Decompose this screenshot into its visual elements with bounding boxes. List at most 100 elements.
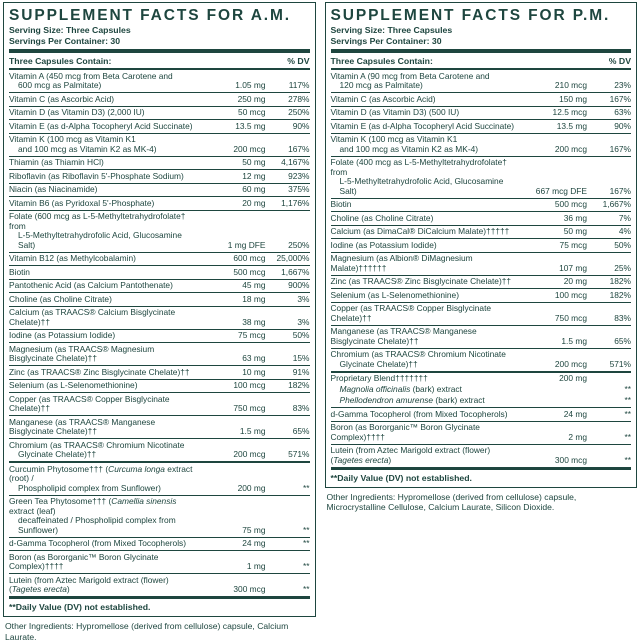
table-row: Choline (as Choline Citrate) 36 mg 7%: [330, 211, 631, 225]
table-row: Biotin 500 mcg 1,667%: [330, 197, 631, 212]
nutrient-dv: 250%: [288, 107, 310, 117]
nutrient-amount: 100 mcg: [233, 380, 266, 390]
table-row: d-Gamma Tocopherol (from Mixed Tocophero…: [9, 536, 310, 551]
nutrient-dv: **: [624, 384, 631, 394]
nutrient-name: Riboflavin (as Riboflavin 5'-Phosphate S…: [9, 170, 184, 181]
nutrient-name: Zinc (as TRAACS® Zinc Bisglycinate Chela…: [9, 366, 190, 377]
table-row: Vitamin D (as Vitamin D3) (500 IU) 12.5 m…: [330, 105, 631, 120]
nutrient-amount: 2 mg: [568, 431, 587, 442]
nutrient-amount: 107 mg: [559, 262, 587, 273]
nutrient-name: Pantothenic Acid (as Calcium Pantothenat…: [9, 280, 173, 290]
table-header-dv: % DV: [287, 55, 310, 66]
table-row: Lutein (from Aztec Marigold extract (flo…: [9, 573, 310, 596]
nutrient-amount: 1.5 mg: [239, 426, 266, 436]
panel-am: SUPPLEMENT FACTS FOR A.M. Serving Size: …: [3, 2, 316, 642]
nutrient-name: Manganese (as TRAACS® Manganese Bisglyci…: [330, 326, 477, 346]
dv-footnote-am: **Daily Value (DV) not established.: [9, 596, 310, 614]
divider-medium: [9, 67, 310, 70]
table-row: Vitamin A (90 mcg from Beta Carotene and…: [331, 70, 632, 92]
nutrient-amount: 10 mg: [242, 366, 266, 377]
nutrient-amount: 36 mg: [563, 212, 587, 223]
nutrient-name: Chromium (as TRAACS® Chromium Nicotinate…: [9, 439, 185, 459]
nutrient-dv: **: [302, 538, 310, 548]
nutrient-dv: 571%: [609, 358, 631, 369]
table-row: Magnolia officinalis (bark) extract **: [331, 384, 632, 396]
nutrient-amount: 200 mcg: [233, 143, 266, 154]
table-row: Pantothenic Acid (as Calcium Pantothenat…: [9, 278, 310, 293]
nutrient-dv: 278%: [288, 93, 310, 104]
nutrient-amount: 200 mg: [237, 482, 266, 493]
table-row: Biotin 500 mcg 1,667%: [9, 265, 310, 279]
nutrient-amount: 100 mcg: [554, 289, 587, 300]
nutrient-dv: 83%: [292, 403, 310, 413]
nutrient-amount: 63 mg: [242, 353, 266, 363]
table-row: Curcumin Phytosome††† (Curcuma longa ext…: [9, 461, 310, 495]
nutrient-name: Biotin: [9, 266, 30, 277]
table-header-label: Three Capsules Contain:: [330, 55, 433, 66]
panel-title-pm: SUPPLEMENT FACTS FOR P.M.: [330, 7, 611, 24]
table-row: Folate (400 mcg as L-5-Methyltetrahydrof…: [330, 155, 631, 198]
nutrient-amount: 1.05 mg: [235, 80, 266, 90]
nutrient-amount: 210 mcg: [554, 80, 587, 90]
nutrient-name: Vitamin C (as Ascorbic Acid): [330, 93, 436, 104]
supplement-facts-box-pm: SUPPLEMENT FACTS FOR P.M. Serving Size: …: [324, 2, 637, 488]
nutrient-dv: **: [624, 408, 631, 419]
table-row: Choline (as Choline Citrate) 18 mg 3%: [9, 292, 310, 306]
nutrient-amount: 13.5 mg: [556, 120, 587, 131]
table-row: Riboflavin (as Riboflavin 5'-Phosphate S…: [9, 169, 310, 183]
nutrient-name: Magnolia officinalis (bark) extract: [339, 384, 462, 394]
nutrient-dv: 167%: [609, 93, 631, 104]
table-row: Selenium (as L-Selenomethionine) 100 mcg 1…: [330, 288, 631, 302]
divider-thick: [330, 49, 631, 53]
table-row: Green Tea Phytosome††† (Camellia sinensi…: [9, 494, 310, 537]
nutrient-dv: 375%: [288, 184, 310, 194]
table-row: Folate (600 mcg as L-5-Methyltetrahydrof…: [9, 209, 310, 252]
serving-size-am: Serving Size: Three Capsules: [9, 25, 131, 35]
nutrient-dv: 923%: [288, 170, 310, 181]
nutrient-name: Vitamin K (100 mcg as Vitamin K1 and 100 …: [9, 134, 157, 154]
nutrient-dv: 182%: [609, 276, 631, 286]
table-row: Zinc (as TRAACS® Zinc Bisglycinate Chela…: [9, 365, 310, 379]
nutrient-dv: 182%: [609, 289, 631, 300]
nutrient-name: Niacin (as Niacinamide): [9, 184, 98, 194]
nutrient-amount: 300 mcg: [233, 584, 266, 594]
nutrient-dv: **: [302, 584, 310, 594]
table-row: Copper (as TRAACS® Copper Bisglycinate C…: [330, 301, 631, 325]
nutrient-name: Copper (as TRAACS® Copper Bisglycinate C…: [330, 303, 492, 323]
table-row: Niacin (as Niacinamide) 60 mg 375%: [9, 182, 310, 197]
nutrient-dv: 167%: [288, 143, 310, 154]
nutrient-name: Choline (as Choline Citrate): [330, 212, 434, 223]
table-row: Calcium (as TRAACS® Calcium Bisglycinate…: [9, 305, 310, 329]
table-row: Vitamin K (100 mcg as Vitamin K1 and 100 …: [330, 132, 631, 156]
nutrient-name: Folate (600 mcg as L-5-Methyltetrahydrof…: [9, 211, 186, 250]
table-header-am: Three Capsules Contain: % DV: [9, 53, 310, 68]
other-ingredients-am: Other Ingredients: Hypromellose (derived…: [5, 621, 289, 642]
nutrient-amount: 38 mg: [242, 316, 266, 327]
nutrient-dv: 900%: [288, 280, 310, 290]
table-row: Iodine (as Potassium Iodide) 75 mcg 50%: [9, 328, 310, 343]
nutrient-amount: 1 mg: [246, 561, 266, 571]
table-row: Boron (as Bororganic™ Boron Glycinate Co…: [330, 420, 631, 444]
nutrient-name: Selenium (as L-Selenomethionine): [330, 289, 460, 300]
nutrient-name: Magnesium (as Albion® DiMagnesium Malate…: [330, 253, 473, 273]
panel-pm: SUPPLEMENT FACTS FOR P.M. Serving Size: …: [324, 2, 637, 513]
nutrient-amount: 20 mg: [563, 276, 587, 286]
nutrient-dv: 25%: [614, 262, 631, 273]
nutrient-dv: 1,176%: [281, 197, 310, 208]
nutrient-amount: 150 mg: [559, 93, 587, 104]
nutrient-dv: **: [624, 431, 631, 442]
nutrient-amount: 12.5 mcg: [552, 107, 587, 117]
table-row: Boron (as Bororganic™ Boron Glycinate Co…: [9, 550, 310, 573]
nutrient-name: Phellodendron amurense (bark) extract: [339, 395, 485, 405]
nutrient-dv: **: [624, 395, 631, 405]
nutrient-name: d-Gamma Tocopherol (from Mixed Tocophero…: [9, 538, 187, 548]
panel-title-am: SUPPLEMENT FACTS FOR A.M.: [9, 7, 292, 24]
nutrient-name: Vitamin C (as Ascorbic Acid): [9, 93, 115, 104]
nutrient-dv: 167%: [609, 143, 631, 154]
nutrient-dv: 250%: [288, 239, 310, 250]
nutrient-dv: 182%: [288, 380, 310, 390]
nutrient-amount: 13.5 mg: [235, 120, 266, 131]
nutrient-dv: **: [302, 524, 310, 535]
nutrient-amount: 200 mcg: [554, 143, 587, 154]
nutrient-name: Biotin: [330, 199, 352, 209]
